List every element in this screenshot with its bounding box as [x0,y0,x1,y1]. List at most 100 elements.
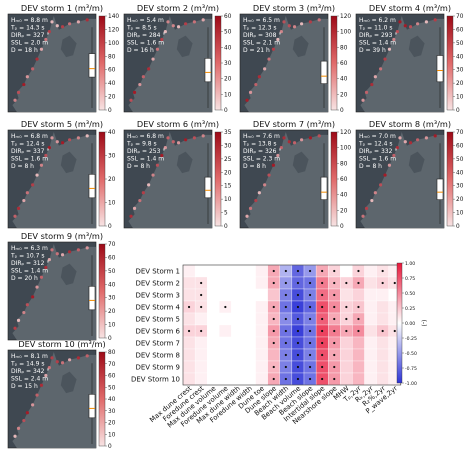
significance-dot [272,317,275,321]
significance-dot [284,305,287,309]
coast-point [248,90,253,94]
colorbar [98,15,106,111]
cbar-tick-label: 70 [456,130,464,136]
significance-dot [333,293,336,297]
significance-dot [296,305,300,309]
panel-title: DEV storm 6 (m³/m) [137,119,219,129]
cbar-tick-label: 10 [224,92,232,98]
heat-cell [207,300,220,314]
significance-dot [333,365,336,369]
cbar-tick-label: 20 [340,92,348,98]
coast-point [292,25,297,29]
coast-point [408,141,413,145]
coast-point [166,20,170,24]
storm-stat: Hₘ₀ = 6.5 m [243,17,280,24]
coast-point [13,326,17,330]
cbar-tick-label: 0 [340,108,344,114]
heat-cell [243,288,256,302]
cbar-tick-label: 120 [108,27,119,33]
storm-stat: Tₚ = 12.4 s [358,141,392,148]
cbar-tick-label: 10 [108,432,116,438]
storm-stat: Hₘ₀ = 5.4 m [127,17,164,24]
heat-cell [267,288,280,302]
cbar-tick-label: 40 [224,45,232,51]
heat-cell [194,372,208,386]
coast-point [308,20,312,24]
heat-cell [219,288,232,302]
significance-dot [284,377,287,381]
cbar-tick-label: 120 [340,130,351,136]
colorbar [330,131,338,227]
storm-stat: Tₚ = 11.0 s [358,25,392,32]
colorbar [214,15,222,111]
map-land [12,352,96,448]
coast-point [35,393,39,397]
significance-dot [187,329,191,333]
heat-cell [219,348,232,362]
cbar-tick-label: 25 [224,157,232,163]
cbar-tick-label: 0 [340,224,344,230]
heat-cell [376,312,389,326]
cbar-tick-label: 20 [224,170,232,176]
significance-dot [357,329,360,333]
coast-point [163,30,167,34]
heat-cell [207,288,220,302]
significance-dot [308,305,312,309]
significance-dot [200,305,203,309]
cbar-tick-label: 70 [108,242,116,248]
cbar-tick-label: 35 [224,130,232,136]
storm-stat: SSL = 1.4 m [127,156,164,163]
heat-cell [207,360,220,374]
coast-point [76,356,80,360]
storm-panel-3: DEV storm 3 (m³/m) Hₘ₀ = 6.5 mTₚ = 12.3 s… [239,3,351,114]
heat-cell [352,348,365,362]
significance-dot [345,329,348,333]
storm-panel-1: DEV storm 1 (m³/m) Hₘ₀ = 8.8 mTₚ = 14.3 s… [7,3,119,114]
coast-point [171,24,175,28]
coast-point [263,183,267,187]
coast-point [31,403,35,407]
cbar-tick-label: 60 [108,374,116,380]
box-iqr [88,53,96,78]
div-tick-label: 0.50 [405,291,415,297]
cbar-tick-label: 50 [108,385,116,391]
heat-cell [219,336,232,350]
coast-point [16,318,21,322]
coast-point [300,138,304,142]
significance-dot [272,365,275,369]
coast-point [379,67,383,71]
significance-dot [272,341,275,345]
box-iqr [436,178,444,200]
significance-dot [308,293,312,297]
heat-cell [352,288,365,302]
colorbar [98,351,106,447]
heat-cell [376,300,389,314]
cbar-tick-label: 0 [224,224,228,230]
box-iqr [204,176,212,199]
heat-cell [219,276,232,290]
coast-point [408,25,413,29]
heat-cell [207,372,220,386]
colorbar [214,131,222,227]
coast-point [267,173,271,177]
map-inland-water [292,151,309,174]
heat-cell [364,360,377,374]
significance-dot [284,281,287,285]
map-land [360,16,444,112]
significance-dot [296,293,300,297]
coast-point [22,310,26,315]
coast-point [44,373,48,378]
coast-point [364,90,369,94]
coast-point [254,198,258,203]
cbar-tick-label: 20 [108,309,116,315]
coast-point [433,134,437,138]
storm-stat: DIRₚ = 342 ° [11,368,49,375]
coast-point [141,191,145,195]
box-iqr [436,55,444,83]
coast-point [361,98,365,102]
heat-cell [255,360,268,374]
cbar-tick-label: 80 [340,161,348,167]
coast-point [317,134,321,138]
significance-dot [321,353,324,357]
heat-cell [376,372,389,386]
